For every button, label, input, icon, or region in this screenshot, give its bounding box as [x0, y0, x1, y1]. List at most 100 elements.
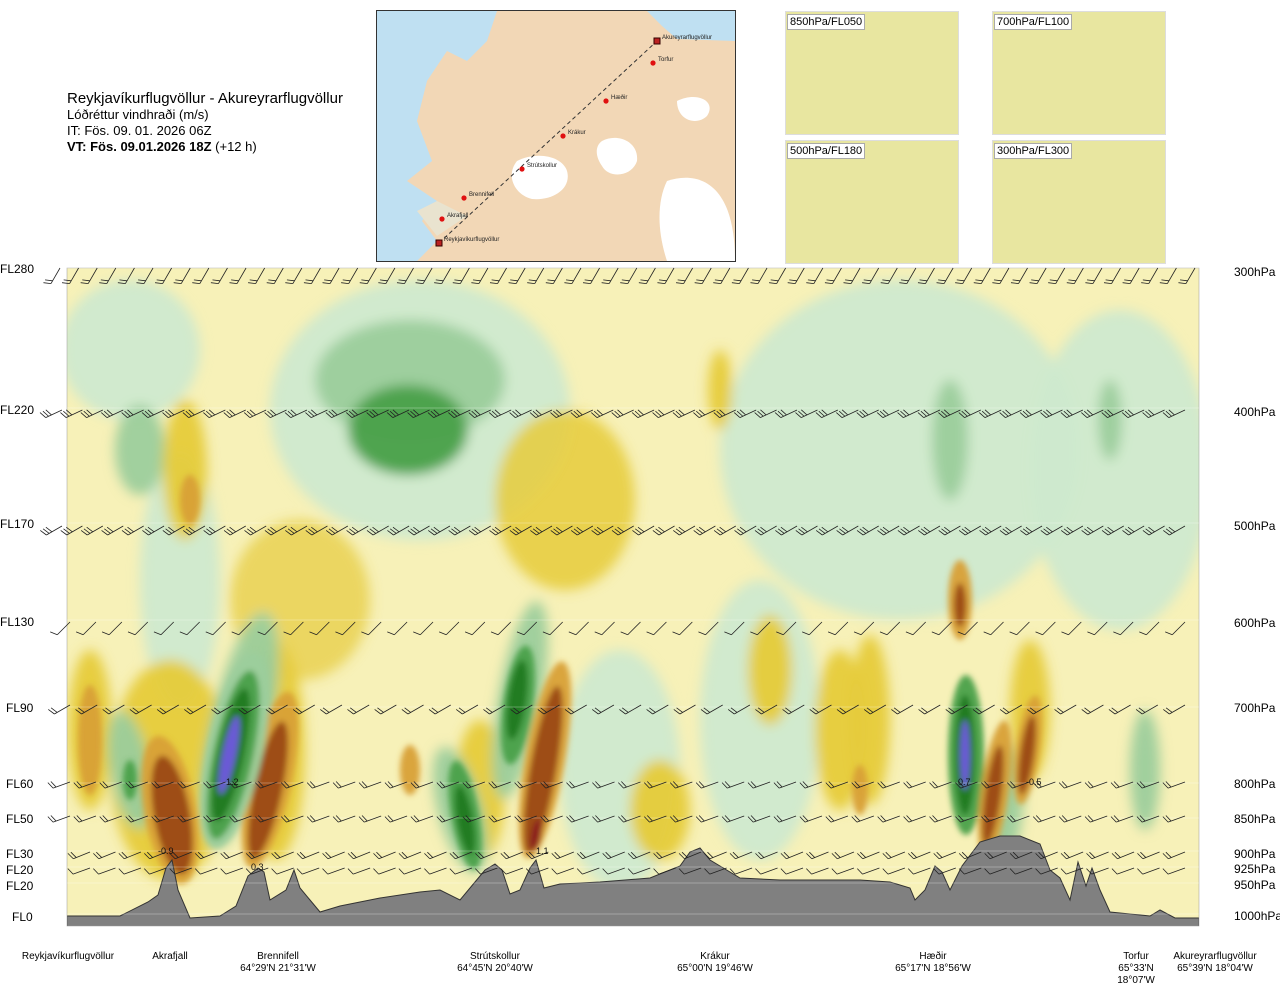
- field-region: [530, 819, 542, 851]
- wind-barb: [693, 409, 716, 418]
- wind-barb: [1081, 409, 1104, 418]
- wind-barb: [856, 409, 879, 418]
- wind-barb: [582, 267, 600, 284]
- wind-barb: [203, 525, 226, 536]
- airport-marker: [435, 239, 443, 247]
- waypoint-label: Krákur: [568, 130, 586, 136]
- wind-barb: [1165, 621, 1186, 636]
- wind-barb: [799, 815, 823, 823]
- wind-barb: [729, 851, 753, 860]
- waypoint-label: Strútskollur: [527, 163, 557, 169]
- field-region: [495, 410, 635, 590]
- wind-barb: [378, 267, 396, 284]
- wind-barb: [73, 781, 97, 789]
- wind-barb: [602, 851, 625, 860]
- wind-barb: [60, 409, 83, 418]
- wind-barb: [40, 525, 63, 536]
- wind-barb: [1159, 267, 1177, 284]
- wind-barb: [529, 409, 553, 418]
- wind-barb: [862, 267, 880, 284]
- level-lines: [67, 267, 1199, 915]
- station-coord: 64°45'N 20°40'W: [457, 963, 533, 974]
- wind-barb: [591, 525, 614, 536]
- wind-barb: [489, 525, 512, 536]
- wind-barb: [936, 267, 954, 284]
- waypoint-label: Brennifell: [469, 192, 494, 198]
- wind-barb: [1081, 704, 1104, 715]
- wind-barb: [678, 867, 702, 875]
- wind-barb: [1029, 267, 1047, 284]
- wind-barb: [462, 781, 486, 789]
- wind-barb: [203, 815, 226, 823]
- wind-barb: [325, 525, 349, 536]
- wind-barb: [101, 525, 124, 536]
- wind-barb: [471, 267, 489, 284]
- wind-barb: [802, 621, 823, 636]
- fl-label: FL20: [6, 863, 34, 877]
- waypoint-label: Torfur: [658, 57, 673, 63]
- wind-barb: [570, 409, 594, 418]
- wind-barb: [755, 704, 778, 715]
- wind-barb: [306, 815, 330, 823]
- wind-barb: [795, 525, 818, 536]
- wind-barb: [143, 867, 167, 875]
- wind-barb: [488, 815, 511, 823]
- wind-barb: [229, 781, 252, 789]
- wind-barb: [981, 781, 1004, 789]
- waypoint-marker: [560, 133, 566, 139]
- wind-barb: [638, 267, 656, 284]
- station-name: Hæðir: [919, 951, 947, 962]
- wind-barb: [244, 525, 267, 536]
- wind-barb: [322, 867, 345, 875]
- wind-barb: [891, 704, 914, 715]
- mini-map-300: 300hPa/FL300: [992, 140, 1166, 264]
- wind-barb: [1162, 867, 1186, 875]
- wind-barb: [373, 851, 396, 860]
- wind-barb: [537, 704, 560, 715]
- wind-barb: [75, 704, 98, 715]
- wind-barb: [155, 267, 172, 284]
- wind-barb: [47, 815, 71, 823]
- wind-barb: [776, 621, 797, 636]
- field-region: [1130, 710, 1160, 830]
- wind-barb: [780, 851, 804, 860]
- wind-barb: [177, 781, 200, 789]
- wind-barb: [643, 815, 667, 823]
- station-name: Reykjavíkurflugvöllur: [21, 951, 115, 962]
- wind-barb: [47, 781, 71, 789]
- field-region: [248, 721, 288, 859]
- waypoint-marker: [461, 195, 467, 201]
- wind-barb: [827, 621, 849, 636]
- wind-barb: [296, 851, 320, 860]
- wind-barb: [203, 409, 226, 418]
- wind-barb: [540, 815, 563, 823]
- wind-barb: [755, 851, 778, 860]
- fl-label: FL20: [6, 879, 34, 893]
- wind-barb: [449, 851, 473, 860]
- fl-label: FL280: [0, 262, 35, 276]
- field-region: [180, 475, 200, 525]
- wind-barb: [938, 409, 961, 418]
- fl-label: FL60: [6, 777, 34, 791]
- wind-barb: [806, 867, 829, 875]
- wind-barb: [280, 781, 304, 789]
- waypoint-label: Akrafjall: [447, 213, 468, 219]
- wind-barb: [673, 525, 696, 536]
- wind-barb: [67, 867, 91, 875]
- wind-barb: [550, 525, 573, 536]
- wind-barb: [955, 781, 978, 789]
- wind-barb: [192, 267, 210, 284]
- wind-barb: [540, 781, 563, 789]
- wind-barb: [1054, 704, 1077, 715]
- wind-barb: [292, 704, 315, 715]
- wind-barb: [721, 781, 745, 789]
- wind-barb: [1058, 781, 1082, 789]
- field-region: [1030, 310, 1199, 630]
- waypoint-label: Hæðir: [611, 94, 627, 101]
- sea-west: [377, 11, 497, 261]
- wind-barb: [1101, 525, 1124, 536]
- wind-barb: [489, 267, 507, 284]
- wind-barb: [1162, 781, 1186, 789]
- valid-time-row: VT: Fös. 09.01.2026 18Z (+12 h): [67, 139, 343, 155]
- wind-barb: [698, 621, 719, 636]
